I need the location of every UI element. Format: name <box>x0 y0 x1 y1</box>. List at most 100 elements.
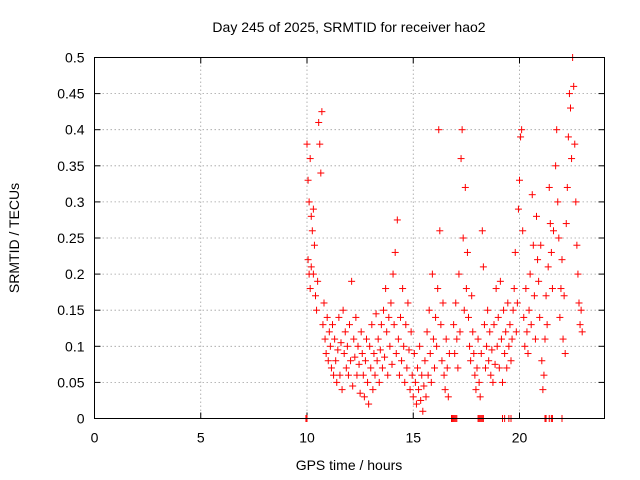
data-point <box>369 386 377 394</box>
data-point <box>494 313 502 321</box>
x-tick-label: 20 <box>512 430 528 446</box>
data-point <box>308 227 316 235</box>
data-point <box>437 321 445 329</box>
data-point <box>559 335 567 343</box>
data-point <box>500 306 508 314</box>
data-point <box>454 364 462 372</box>
data-point <box>561 350 569 358</box>
data-point <box>423 328 431 336</box>
data-point <box>327 364 335 372</box>
data-point <box>529 241 537 249</box>
data-point <box>576 321 584 329</box>
data-point <box>354 342 362 350</box>
data-point <box>367 364 375 372</box>
data-point <box>383 328 391 336</box>
y-tick-label: 0.3 <box>65 194 85 210</box>
data-point <box>356 389 364 397</box>
data-point <box>306 155 314 163</box>
data-point <box>568 155 576 163</box>
data-point <box>565 90 573 98</box>
data-point <box>304 256 312 264</box>
data-point <box>348 277 356 285</box>
data-point <box>332 357 340 365</box>
data-point <box>406 386 414 394</box>
data-point <box>514 205 522 213</box>
data-point <box>312 292 319 300</box>
data-point <box>399 285 407 293</box>
data-point <box>375 378 383 386</box>
data-point <box>355 360 363 368</box>
data-point <box>451 350 459 358</box>
data-point <box>313 306 321 314</box>
data-point <box>324 357 332 365</box>
y-tick-label: 0.45 <box>57 86 84 102</box>
data-point <box>488 346 496 354</box>
data-point <box>442 335 450 343</box>
data-point <box>325 328 333 336</box>
x-tick-label: 10 <box>299 430 315 446</box>
data-point <box>509 306 517 314</box>
data-point <box>402 321 410 329</box>
data-point <box>411 378 419 386</box>
data-point <box>490 321 498 329</box>
data-point <box>555 234 563 242</box>
data-point <box>450 321 458 329</box>
data-point <box>321 335 329 343</box>
data-point <box>522 285 530 293</box>
data-point <box>519 227 527 235</box>
data-point <box>371 371 379 379</box>
data-point <box>380 306 387 314</box>
data-point <box>340 350 348 358</box>
data-point <box>376 346 384 354</box>
data-point <box>489 378 497 386</box>
data-point <box>493 342 501 350</box>
data-point <box>556 313 564 321</box>
data-point <box>373 357 381 365</box>
data-point <box>391 248 399 256</box>
data-point <box>359 371 367 379</box>
data-point <box>541 335 549 343</box>
data-point <box>374 335 382 343</box>
data-point <box>512 328 520 336</box>
data-point <box>310 241 318 249</box>
data-point <box>341 328 349 336</box>
data-point <box>436 227 444 235</box>
data-point <box>510 285 518 293</box>
data-point <box>560 292 568 300</box>
data-point <box>435 126 443 134</box>
data-point <box>553 126 561 134</box>
data-point <box>571 140 579 148</box>
data-point <box>307 212 315 220</box>
data-point <box>477 350 485 358</box>
data-point <box>475 378 483 386</box>
data-point <box>426 350 434 358</box>
data-point <box>466 342 474 350</box>
data-point <box>455 270 463 278</box>
data-point <box>548 285 556 293</box>
data-point <box>530 292 538 300</box>
data-point <box>352 313 360 321</box>
data-point <box>438 357 446 365</box>
data-point <box>314 277 322 285</box>
data-point <box>390 321 398 329</box>
data-point <box>570 82 578 90</box>
data-point <box>463 248 471 256</box>
data-point <box>537 241 545 249</box>
data-point <box>470 350 478 358</box>
data-point <box>319 321 327 329</box>
data-point <box>372 310 380 318</box>
data-point <box>405 346 413 354</box>
data-point <box>386 342 394 350</box>
chart-title: Day 245 of 2025, SRMTID for receiver hao… <box>212 19 485 35</box>
data-point <box>542 292 550 300</box>
data-point <box>432 313 440 321</box>
data-point <box>330 371 338 379</box>
x-tick-label: 5 <box>197 430 205 446</box>
data-point <box>393 216 401 224</box>
data-point <box>422 393 430 401</box>
data-point <box>343 342 351 350</box>
data-point <box>378 364 386 372</box>
data-point <box>326 342 334 350</box>
data-point <box>382 285 390 293</box>
